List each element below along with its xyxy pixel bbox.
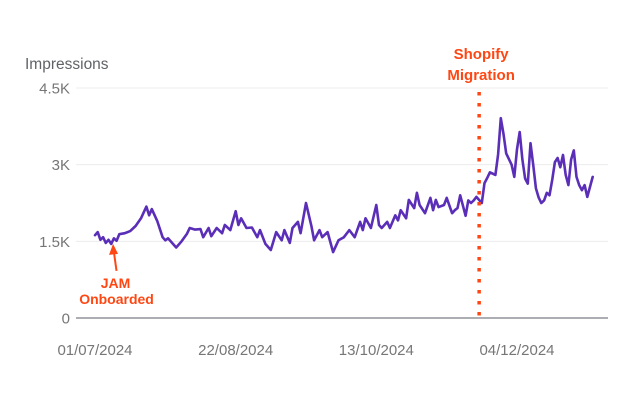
x-axis-labels: 01/07/2024 22/08/2024 13/10/2024 04/12/2024 — [57, 342, 554, 359]
jam-onboarded-annotation: JAM Onboarded — [79, 243, 154, 307]
shopify-migration-annotation: Shopify Migration — [447, 46, 515, 318]
gridlines — [76, 87, 608, 319]
jam-label-line2: Onboarded — [79, 291, 154, 307]
jam-arrow-head-icon — [109, 243, 119, 255]
x-tick-label-01/07/2024: 01/07/2024 — [57, 342, 132, 359]
impressions-series-line — [93, 116, 594, 254]
x-tick-label-22/08/2024: 22/08/2024 — [198, 342, 273, 359]
jam-arrow-line — [113, 252, 118, 272]
y-tick-label-3K: 3K — [52, 157, 70, 174]
y-tick-label-1.5K: 1.5K — [39, 234, 70, 251]
y-tick-label-0: 0 — [62, 311, 70, 328]
migration-label-line1: Shopify — [454, 46, 510, 63]
migration-label-line2: Migration — [447, 67, 515, 84]
y-tick-label-4.5K: 4.5K — [39, 81, 70, 98]
y-axis-labels: 0 1.5K 3K 4.5K — [39, 81, 70, 328]
x-tick-label-04/12/2024: 04/12/2024 — [479, 342, 554, 359]
x-tick-label-13/10/2024: 13/10/2024 — [339, 342, 414, 359]
jam-label-line1: JAM — [101, 275, 131, 291]
chart-title: Impressions — [25, 56, 109, 73]
